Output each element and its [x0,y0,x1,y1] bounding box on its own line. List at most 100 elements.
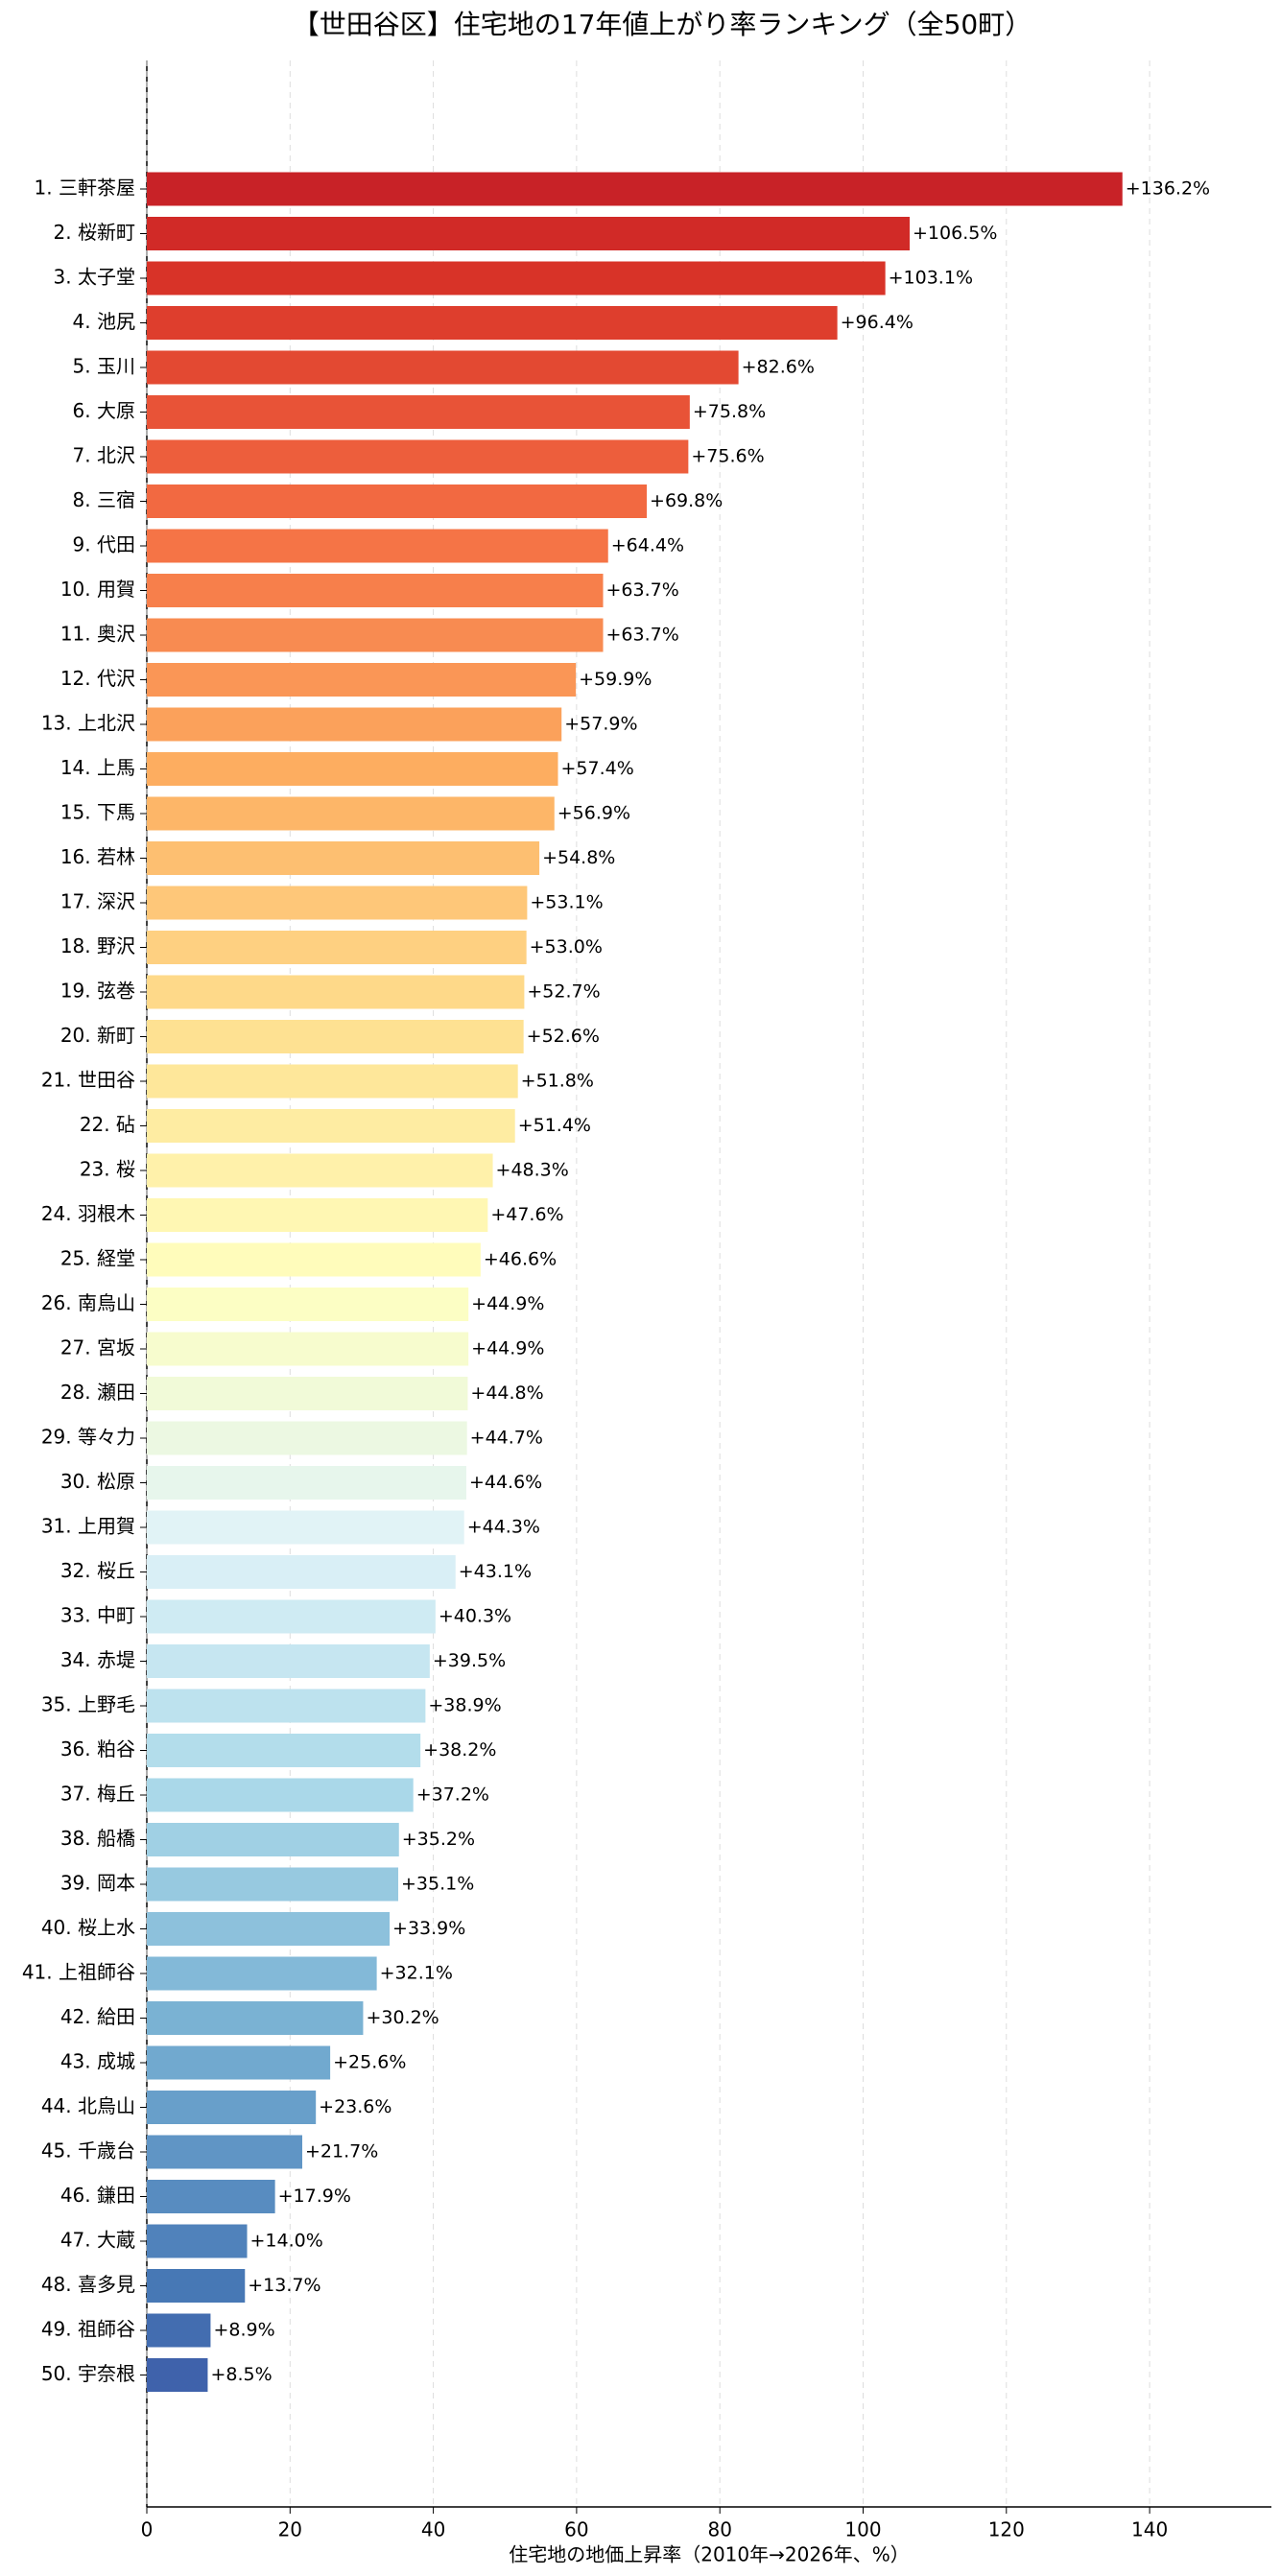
y-tick-label: 42. 給田 [60,2005,135,2028]
y-tick-label: 32. 桜丘 [60,1559,135,1582]
y-tick-label: 49. 祖師谷 [41,2318,135,2341]
value-label: +69.8% [650,490,723,511]
y-tick-label: 8. 三宿 [73,488,135,511]
y-tick-label: 6. 大原 [73,399,135,422]
y-tick-label: 34. 赤堤 [60,1648,135,1671]
x-tick-label: 140 [1131,2518,1168,2541]
bar [147,1778,414,1812]
y-tick-label: 50. 宇奈根 [41,2362,135,2385]
value-label: +38.2% [423,1739,496,1761]
value-label: +8.5% [210,2364,272,2385]
bar [147,1288,469,1321]
value-label: +21.7% [305,2141,378,2162]
value-label: +53.1% [530,892,603,913]
value-label: +75.6% [691,446,764,467]
y-tick-label: 7. 北沢 [73,444,135,467]
value-label: +44.3% [467,1517,540,1538]
value-label: +17.9% [278,2186,351,2207]
bar [147,439,689,474]
y-tick-label: 28. 瀬田 [60,1381,135,1404]
value-label: +44.6% [469,1472,542,1493]
y-tick-label: 46. 鎌田 [60,2184,135,2207]
y-tick-label: 5. 玉川 [73,355,135,378]
bar [147,1198,488,1232]
y-tick-label: 14. 上馬 [60,756,135,779]
y-tick-label: 16. 若林 [60,845,135,868]
value-label: +47.6% [490,1204,563,1225]
bar [147,1109,515,1143]
value-label: +56.9% [557,803,630,824]
bar [147,217,911,250]
y-tick-label: 36. 粕谷 [60,1737,135,1761]
bar [147,2358,208,2392]
value-label: +35.1% [401,1874,474,1895]
y-tick-label: 3. 太子堂 [54,266,135,289]
y-tick-label: 48. 喜多見 [41,2273,135,2296]
value-label: +57.4% [560,758,633,779]
y-tick-label: 20. 新町 [60,1024,135,1047]
bar [147,1064,518,1099]
x-tick-label: 120 [988,2518,1025,2541]
bar [147,931,527,964]
y-tick-label: 30. 松原 [60,1470,135,1493]
value-label: +44.8% [470,1383,543,1404]
y-tick-label: 21. 世田谷 [41,1069,135,1092]
value-label: +32.1% [380,1963,453,1984]
bar [147,886,528,920]
y-tick-label: 47. 大蔵 [60,2229,135,2252]
y-tick-label: 44. 北烏山 [41,2094,135,2117]
bar [147,350,739,385]
y-tick-label: 4. 池尻 [73,310,135,333]
value-label: +53.0% [530,936,603,957]
value-label: +52.6% [527,1026,600,1047]
value-label: +106.5% [913,223,997,244]
x-tick-label: 0 [141,2518,154,2541]
value-label: +63.7% [606,625,679,646]
y-tick-label: 22. 砧 [80,1113,135,1136]
bar [147,574,604,607]
bar [147,1332,469,1366]
y-tick-label: 9. 代田 [73,533,135,556]
value-label: +51.8% [521,1071,594,1092]
bar [147,1912,391,1946]
y-tick-label: 41. 上祖師谷 [22,1961,135,1984]
bar [147,2269,246,2303]
bar [147,707,562,742]
bar [147,2045,331,2080]
bar [147,1689,426,1723]
bar [147,529,608,563]
chart-title: 【世田谷区】住宅地の17年値上がり率ランキング（全50町） [293,9,1032,40]
bar [147,618,604,652]
value-label: +63.7% [606,579,679,601]
y-tick-label: 25. 経堂 [60,1247,135,1270]
value-label: +103.1% [889,268,973,289]
y-tick-label: 35. 上野毛 [41,1693,135,1716]
y-tick-label: 15. 下馬 [60,801,135,824]
x-tick-label: 60 [564,2518,588,2541]
value-label: +59.9% [579,669,652,690]
bar [147,1823,399,1856]
y-tick-label: 43. 成城 [60,2050,135,2073]
value-label: +52.7% [527,981,600,1003]
x-tick-label: 20 [278,2518,302,2541]
bar [147,172,1123,206]
bar [147,484,648,518]
y-tick-label: 38. 船橋 [60,1827,135,1850]
value-label: +33.9% [392,1918,465,1939]
bar [147,2224,248,2258]
bar [147,395,690,429]
y-tick-label: 37. 梅丘 [60,1783,135,1806]
bar [147,2001,364,2035]
value-label: +75.8% [693,401,766,422]
y-tick-label: 39. 岡本 [60,1872,135,1895]
value-label: +39.5% [433,1650,506,1671]
bar [147,2135,302,2169]
y-tick-label: 29. 等々力 [41,1426,135,1449]
value-label: +44.9% [471,1338,544,1359]
value-label: +14.0% [250,2231,323,2252]
bar [147,261,886,295]
bar [147,1153,493,1188]
y-tick-label: 1. 三軒茶屋 [35,177,135,200]
y-tick-label: 2. 桜新町 [54,221,135,244]
